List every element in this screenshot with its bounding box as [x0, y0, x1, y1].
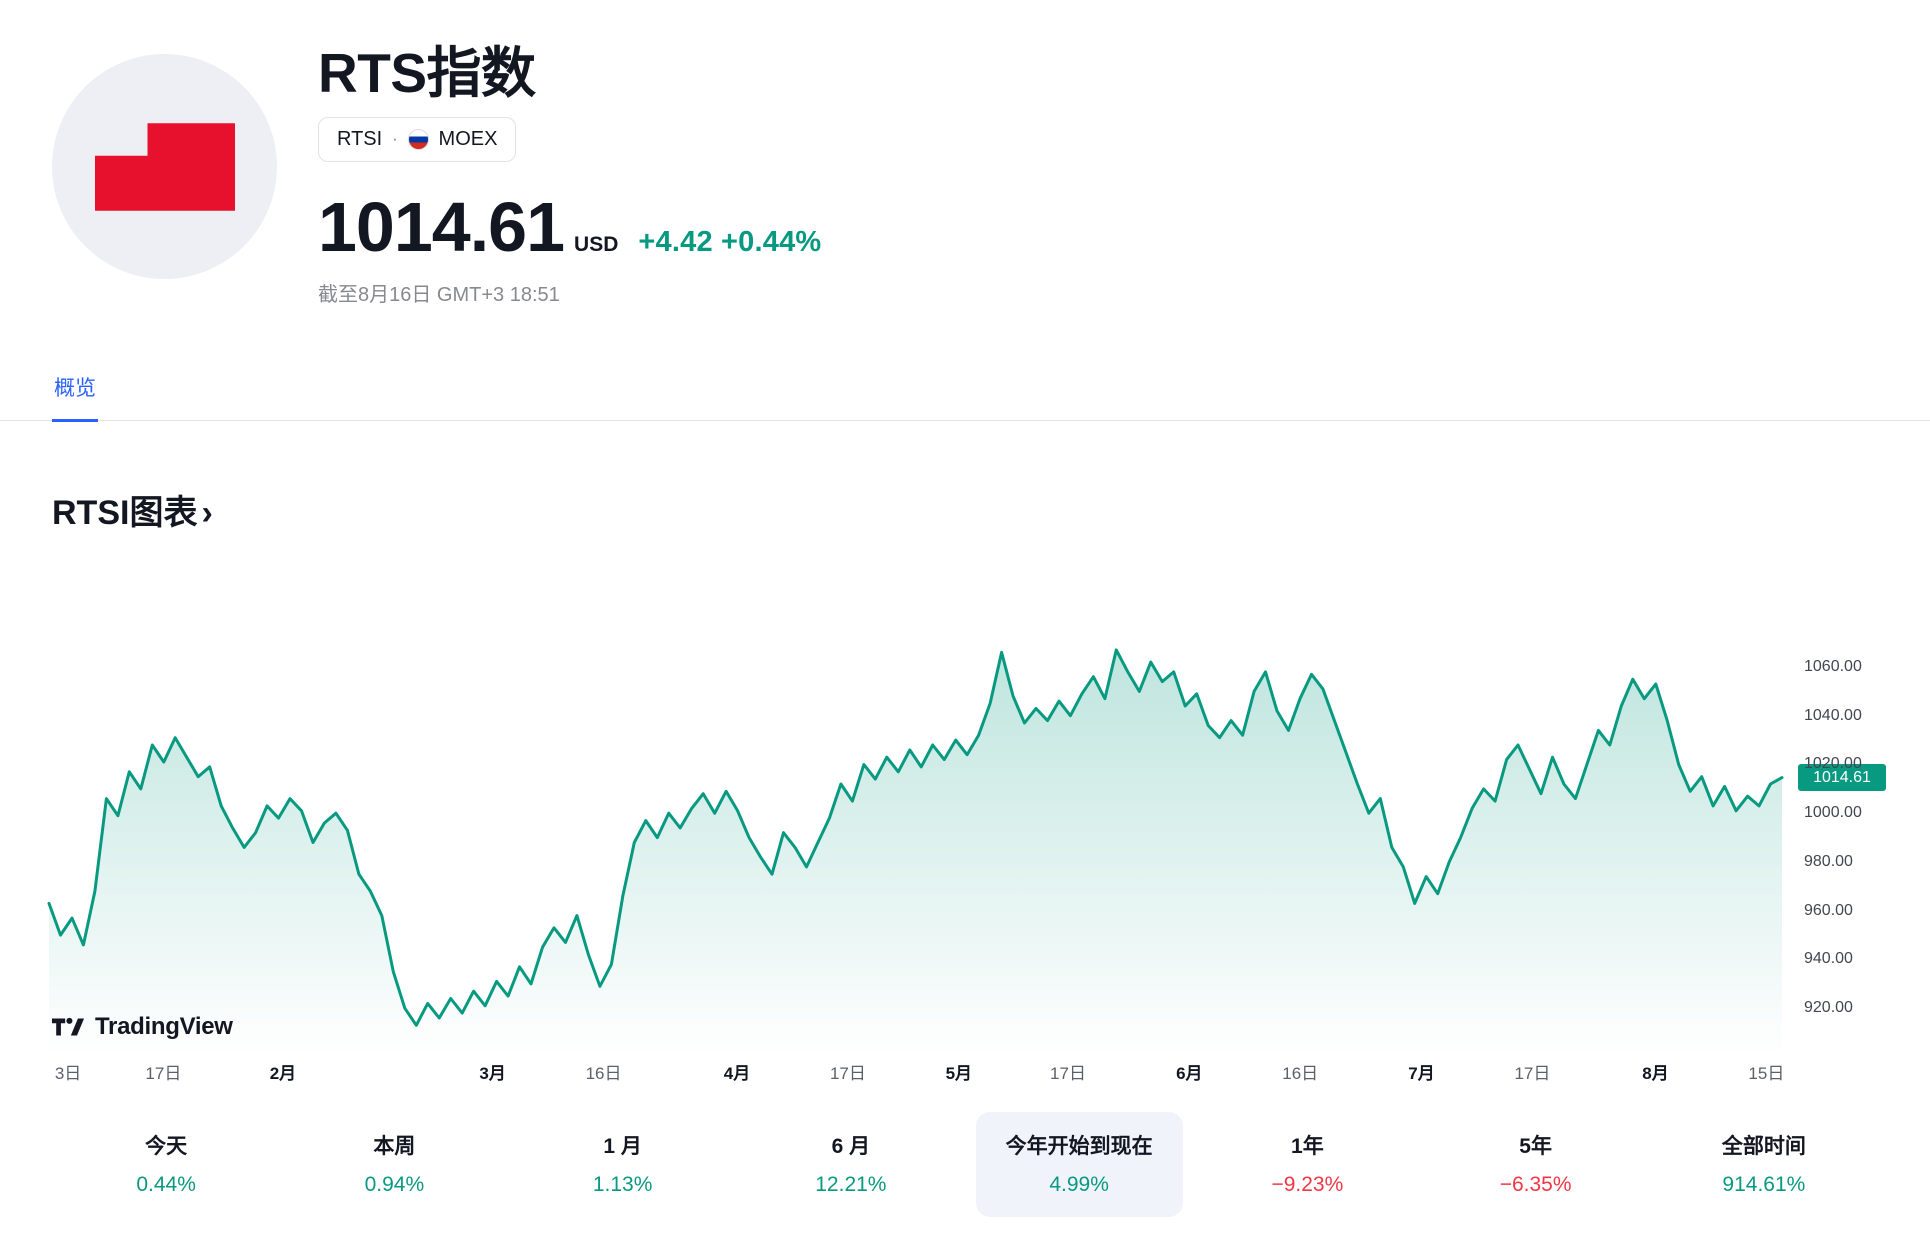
symbol-logo [52, 54, 277, 279]
x-axis-label: 17日 [829, 1064, 866, 1083]
period-label: 今天 [145, 1135, 188, 1158]
area-chart-svg [47, 648, 1784, 1057]
current-price: 1014.61 [318, 188, 565, 267]
tradingview-logo-icon [51, 1017, 85, 1036]
currency-label: USD [574, 233, 619, 257]
period-button-7[interactable]: 5年 −6.35% [1470, 1112, 1602, 1217]
y-axis-label: 1060.00 [1804, 657, 1862, 675]
period-selector: 今天 0.44% 本周 0.94% 1 月 1.13% 6 月 12.21% 今年开始到现在 4.… [52, 1112, 1878, 1217]
period-change: 914.61% [1722, 1173, 1806, 1196]
x-axis-label: 17日 [145, 1064, 182, 1083]
y-axis: 1014.61 1060.00 1040.00 1020.00 1000.00 980.… [1792, 637, 1912, 1057]
page-title: RTS指数 [318, 42, 536, 104]
period-button-4[interactable]: 6 月 12.21% [785, 1112, 916, 1217]
chevron-right-icon: › [201, 494, 213, 532]
y-axis-label: 920.00 [1804, 999, 1853, 1017]
x-axis: 3日 17日 2月 3月 16日 4月 17日 5月 17日 6月 16日 7月 17日 8月 15日 [49, 1059, 1785, 1085]
x-axis-label: 5月 [945, 1064, 973, 1083]
y-axis-label: 940.00 [1804, 950, 1853, 968]
period-change: −6.35% [1499, 1173, 1572, 1196]
price-change: +4.42 +0.44% [638, 226, 821, 259]
tab-overview[interactable]: 概览 [52, 372, 98, 422]
period-label: 1年 [1291, 1135, 1324, 1158]
period-change: 4.99% [1049, 1173, 1109, 1196]
period-button-2[interactable]: 本周 0.94% [335, 1112, 455, 1217]
price-change-absolute: +4.42 [638, 226, 713, 259]
y-axis-label: 1040.00 [1804, 706, 1862, 724]
chart-section-title[interactable]: RTSI图表 › [52, 485, 213, 534]
period-label: 全部时间 [1721, 1135, 1806, 1158]
x-axis-label: 8月 [1642, 1064, 1669, 1083]
x-axis-label: 3日 [54, 1064, 82, 1083]
symbol-code: RTSI [337, 128, 383, 151]
rtsi-logo-icon [94, 122, 235, 211]
period-button-3[interactable]: 1 月 1.13% [563, 1112, 683, 1217]
price-area [49, 649, 1782, 1057]
period-change: 0.94% [364, 1173, 425, 1196]
y-axis-label: 960.00 [1804, 901, 1853, 919]
x-axis-label: 16日 [1282, 1064, 1319, 1083]
x-axis-label: 6月 [1176, 1064, 1203, 1083]
tradingview-attribution[interactable]: TradingView [51, 1013, 233, 1041]
price-change-percent: +0.44% [721, 226, 822, 259]
period-label: 6 月 [831, 1135, 871, 1158]
russia-flag-icon [407, 129, 429, 151]
period-label: 5年 [1519, 1135, 1552, 1158]
x-axis-label: 15日 [1748, 1064, 1785, 1083]
period-button-6[interactable]: 1年 −9.23% [1241, 1112, 1373, 1217]
separator-dot: · [392, 130, 398, 148]
last-price-tag: 1014.61 [1798, 764, 1886, 792]
period-button-5[interactable]: 今年开始到现在 4.99% [975, 1112, 1183, 1217]
x-axis-label: 2月 [269, 1064, 297, 1083]
price-row: 1014.61 USD +4.42 +0.44% [318, 192, 821, 262]
tradingview-wordmark: TradingView [95, 1013, 233, 1040]
symbol-header: RTS指数 RTSI · MOEX 1014.61 USD +4.42 +0.4… [318, 42, 821, 307]
y-axis-label: 980.00 [1804, 852, 1853, 870]
chart-section-title-text: RTSI图表 [52, 494, 198, 532]
exchange-name: MOEX [438, 128, 498, 151]
tab-bar: 概览 [0, 372, 1930, 422]
x-axis-label: 17日 [1514, 1064, 1551, 1083]
x-axis-label: 3月 [479, 1064, 506, 1083]
period-change: 0.44% [136, 1173, 196, 1196]
x-axis-label: 7月 [1408, 1064, 1435, 1083]
y-axis-label: 1000.00 [1804, 804, 1862, 822]
period-change: 12.21% [815, 1173, 887, 1196]
period-label: 今年开始到现在 [1005, 1135, 1153, 1158]
x-axis-label: 4月 [723, 1064, 751, 1083]
period-label: 1 月 [603, 1135, 642, 1158]
period-button-8[interactable]: 全部时间 914.61% [1692, 1112, 1836, 1217]
period-button-1[interactable]: 今天 0.44% [106, 1112, 226, 1217]
price-line [47, 648, 1784, 1027]
price-chart[interactable]: TradingView 1014.61 1060.00 1040.00 1020.0… [47, 637, 1886, 1083]
x-axis-label: 17日 [1050, 1064, 1086, 1083]
y-axis-label: 1020.00 [1804, 755, 1862, 773]
timestamp: 截至8月16日 GMT+3 18:51 [318, 284, 560, 307]
period-label: 本周 [373, 1135, 416, 1158]
symbol-chip[interactable]: RTSI · MOEX [318, 117, 517, 163]
period-change: −9.23% [1271, 1173, 1344, 1196]
period-change: 1.13% [592, 1173, 653, 1196]
x-axis-label: 16日 [585, 1064, 622, 1083]
